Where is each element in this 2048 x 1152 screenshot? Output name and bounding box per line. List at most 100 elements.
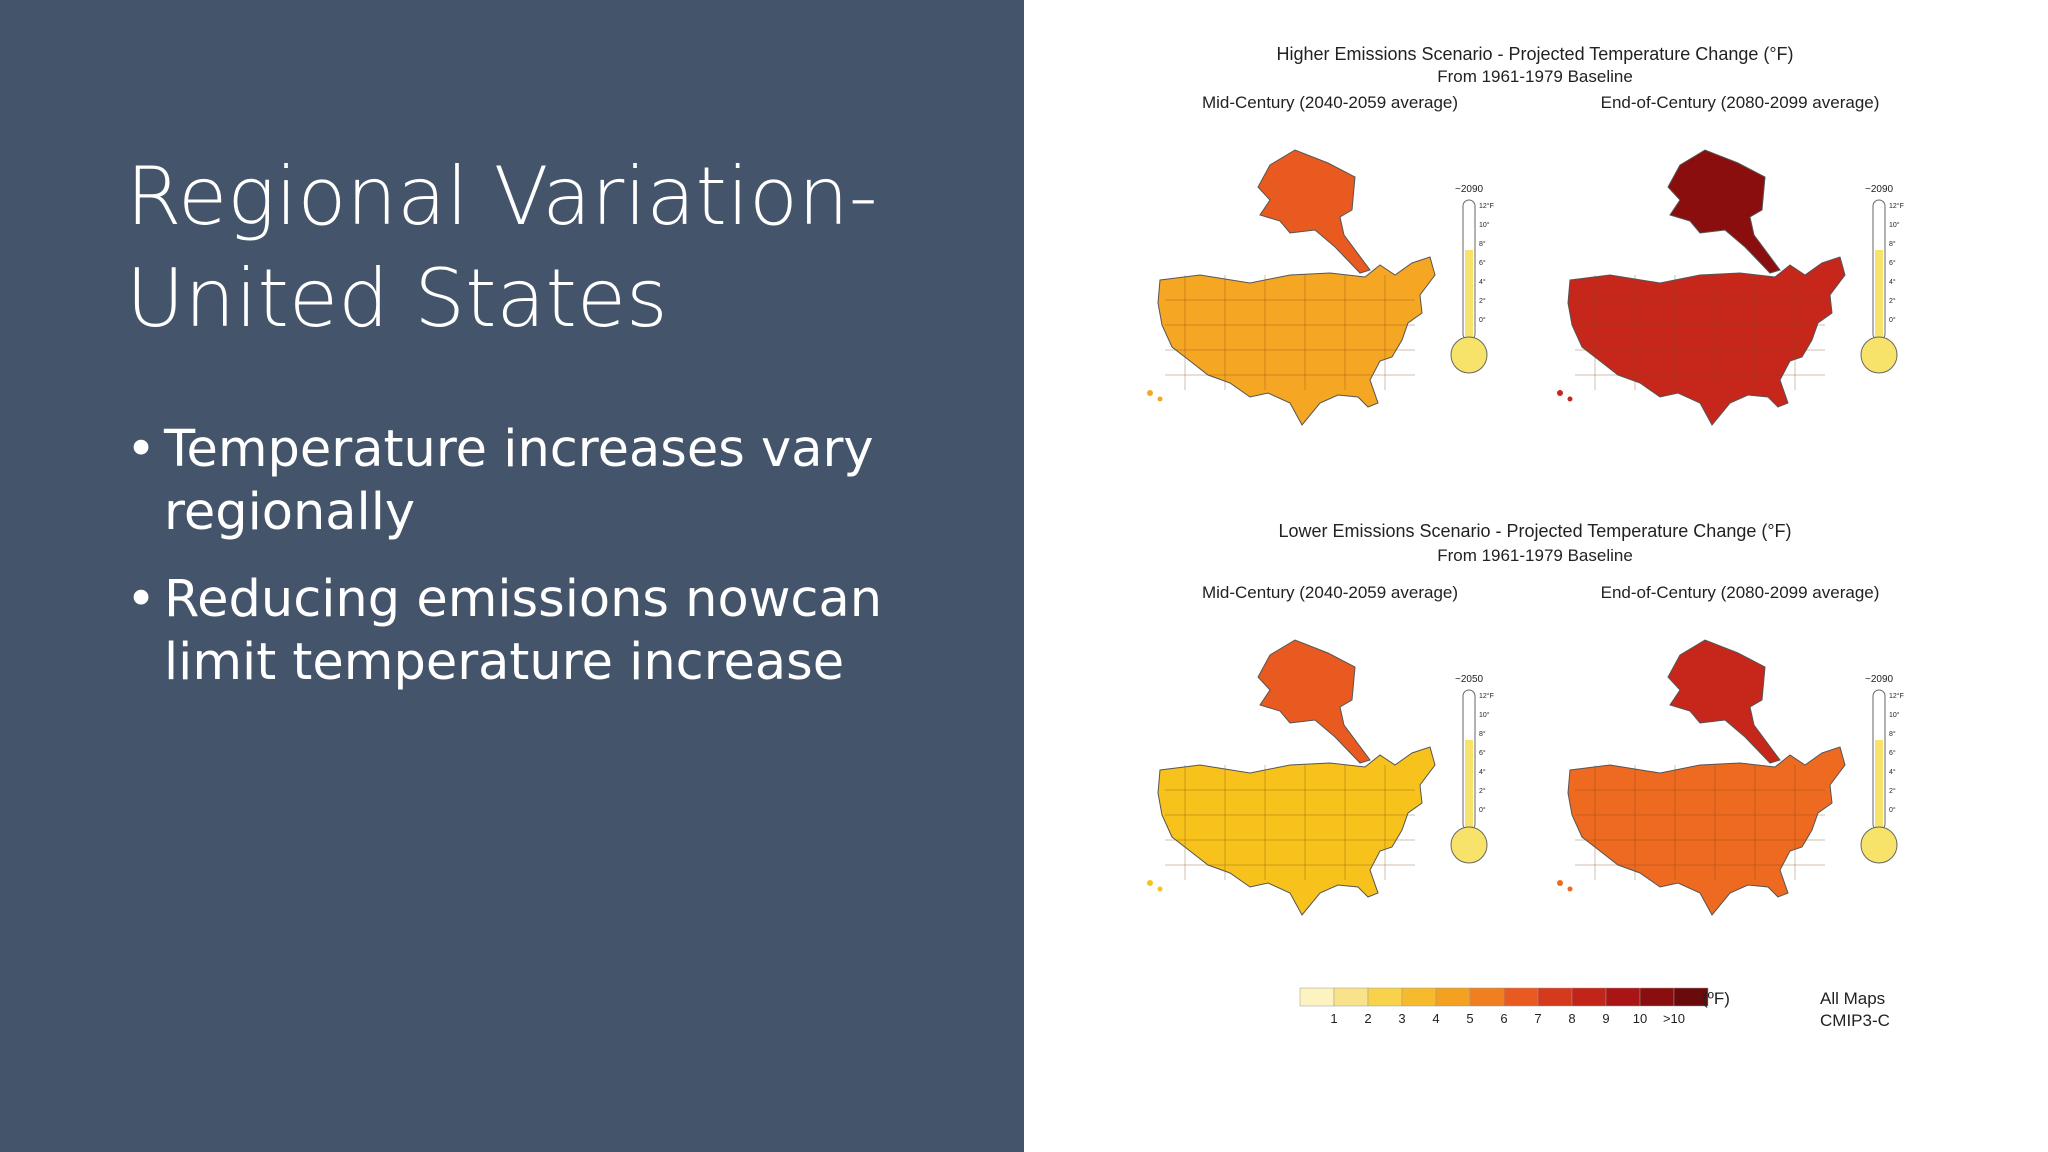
us-map <box>1147 639 1436 916</box>
map-panel-label: Mid-Century (2040-2059 average) <box>1202 583 1458 602</box>
contiguous-us-shape <box>1157 746 1436 916</box>
map-panel: End-of-Century (2080-2099 average) ~2090 1… <box>1557 583 1904 916</box>
hawaii-shape <box>1567 886 1573 892</box>
thermometer-icon: ~2090 12°F 10° 8° 6° 4° 2° 0° <box>1860 184 1904 374</box>
slide-title-line-1: Regional Variation- <box>126 150 878 243</box>
legend-tick: 9 <box>1602 1011 1609 1026</box>
thermometer-tick: 4° <box>1479 768 1486 776</box>
thermometer-tick: 12°F <box>1479 692 1494 700</box>
contiguous-us-shape <box>1567 256 1846 426</box>
thermometer-tick: 2° <box>1889 297 1896 305</box>
hawaii-shape <box>1557 390 1563 396</box>
map-panel: Mid-Century (2040-2059 average) ~2090 12°F… <box>1147 93 1494 426</box>
thermometer-fill <box>1875 740 1883 830</box>
legend-tick: 5 <box>1466 1011 1473 1026</box>
note-line-1: All Maps <box>1820 989 1885 1008</box>
hawaii-shape <box>1157 396 1163 402</box>
thermometer-fill <box>1465 250 1473 340</box>
legend-tick: 6 <box>1500 1011 1507 1026</box>
thermometer-tick: 8° <box>1479 240 1486 248</box>
thermometer-tick: 12°F <box>1889 202 1904 210</box>
thermometer-label: ~2090 <box>1865 674 1894 685</box>
legend-tick: 7 <box>1534 1011 1541 1026</box>
thermometer-tick: 8° <box>1889 240 1896 248</box>
lower-scenario-title: Lower Emissions Scenario - Projected Tem… <box>1278 521 1791 541</box>
legend-swatch <box>1435 987 1471 1007</box>
thermometer-bulb <box>1450 826 1488 864</box>
color-legend: 1 2 3 4 5 6 7 8 9 10 >10 <box>1299 987 1709 1026</box>
bullet-item: • Reducing emissions nowcan limit temper… <box>126 568 1006 694</box>
legend-swatch <box>1503 987 1539 1007</box>
map-panel: Mid-Century (2040-2059 average) ~2050 12°F… <box>1147 583 1494 916</box>
legend-tick: 8 <box>1568 1011 1575 1026</box>
alaska-shape <box>1257 149 1371 274</box>
temperature-maps-figure: Higher Emissions Scenario - Projected Te… <box>1130 40 1960 1050</box>
legend-unit: (ºF) <box>1702 989 1730 1008</box>
map-panel: End-of-Century (2080-2099 average) ~2090 1… <box>1557 93 1904 426</box>
thermometer-tick: 6° <box>1479 749 1486 757</box>
map-panels: Mid-Century (2040-2059 average) ~2090 12°F… <box>1147 93 1904 916</box>
thermometer-tick: 2° <box>1479 297 1486 305</box>
bullet-item: • Temperature increases vary regionally <box>126 418 1006 544</box>
map-panel-label: Mid-Century (2040-2059 average) <box>1202 93 1458 112</box>
figure-canvas: Higher Emissions Scenario - Projected Te… <box>1147 44 1904 1030</box>
thermometer-icon: ~2090 12°F 10° 8° 6° 4° 2° 0° <box>1860 674 1904 864</box>
thermometer-tick: 6° <box>1889 749 1896 757</box>
bullet-text: Reducing emissions nowcan limit temperat… <box>164 570 883 692</box>
lower-scenario-subtitle: From 1961-1979 Baseline <box>1437 546 1633 565</box>
legend-tick: 1 <box>1330 1011 1337 1026</box>
thermometer-fill <box>1465 740 1473 830</box>
alaska-shape <box>1667 149 1781 274</box>
legend-swatch <box>1333 987 1369 1007</box>
alaska-shape <box>1257 639 1371 764</box>
thermometer-icon: ~2050 12°F 10° 8° 6° 4° 2° 0° <box>1450 674 1494 864</box>
thermometer-tick: 0° <box>1479 806 1486 814</box>
legend-tick: 4 <box>1432 1011 1439 1026</box>
thermometer-bulb <box>1860 336 1898 374</box>
thermometer-tick: 10° <box>1479 221 1490 229</box>
thermometer-tick: 2° <box>1889 787 1896 795</box>
thermometer-tick: 0° <box>1889 316 1896 324</box>
bullet-text: Temperature increases vary regionally <box>164 420 874 542</box>
thermometer-bulb <box>1860 826 1898 864</box>
thermometer-tick: 10° <box>1889 711 1900 719</box>
thermometer-tick: 0° <box>1889 806 1896 814</box>
legend-tick: 2 <box>1364 1011 1371 1026</box>
legend-tick: 3 <box>1398 1011 1405 1026</box>
legend-swatch <box>1367 987 1403 1007</box>
legend-swatch <box>1639 987 1675 1007</box>
thermometer-tick: 2° <box>1479 787 1486 795</box>
map-panel-label: End-of-Century (2080-2099 average) <box>1601 583 1880 602</box>
alaska-shape <box>1667 639 1781 764</box>
hawaii-shape <box>1567 396 1573 402</box>
thermometer-fill <box>1875 250 1883 340</box>
legend-swatch <box>1299 987 1335 1007</box>
note-line-2: CMIP3-C <box>1820 1011 1890 1030</box>
contiguous-us-shape <box>1157 256 1436 426</box>
us-map <box>1557 149 1846 426</box>
bullet-dot: • <box>126 420 157 479</box>
contiguous-us-shape <box>1567 746 1846 916</box>
us-map <box>1557 639 1846 916</box>
legend-swatch <box>1401 987 1437 1007</box>
map-panel-label: End-of-Century (2080-2099 average) <box>1601 93 1880 112</box>
legend-swatch <box>1537 987 1573 1007</box>
thermometer-bulb <box>1450 336 1488 374</box>
hawaii-shape <box>1557 880 1563 886</box>
thermometer-tick: 10° <box>1479 711 1490 719</box>
thermometer-label: ~2090 <box>1455 184 1484 195</box>
thermometer-tick: 0° <box>1479 316 1486 324</box>
hawaii-shape <box>1157 886 1163 892</box>
thermometer-tick: 4° <box>1479 278 1486 286</box>
thermometer-icon: ~2090 12°F 10° 8° 6° 4° 2° 0° <box>1450 184 1494 374</box>
legend-tick: 10 <box>1633 1011 1647 1026</box>
thermometer-label: ~2090 <box>1865 184 1894 195</box>
hawaii-shape <box>1147 390 1153 396</box>
thermometer-tick: 4° <box>1889 278 1896 286</box>
thermometer-label: ~2050 <box>1455 674 1484 685</box>
legend-swatch <box>1469 987 1505 1007</box>
hawaii-shape <box>1147 880 1153 886</box>
legend-swatch <box>1605 987 1641 1007</box>
title-panel <box>0 0 1024 1152</box>
bullet-dot: • <box>126 570 157 629</box>
